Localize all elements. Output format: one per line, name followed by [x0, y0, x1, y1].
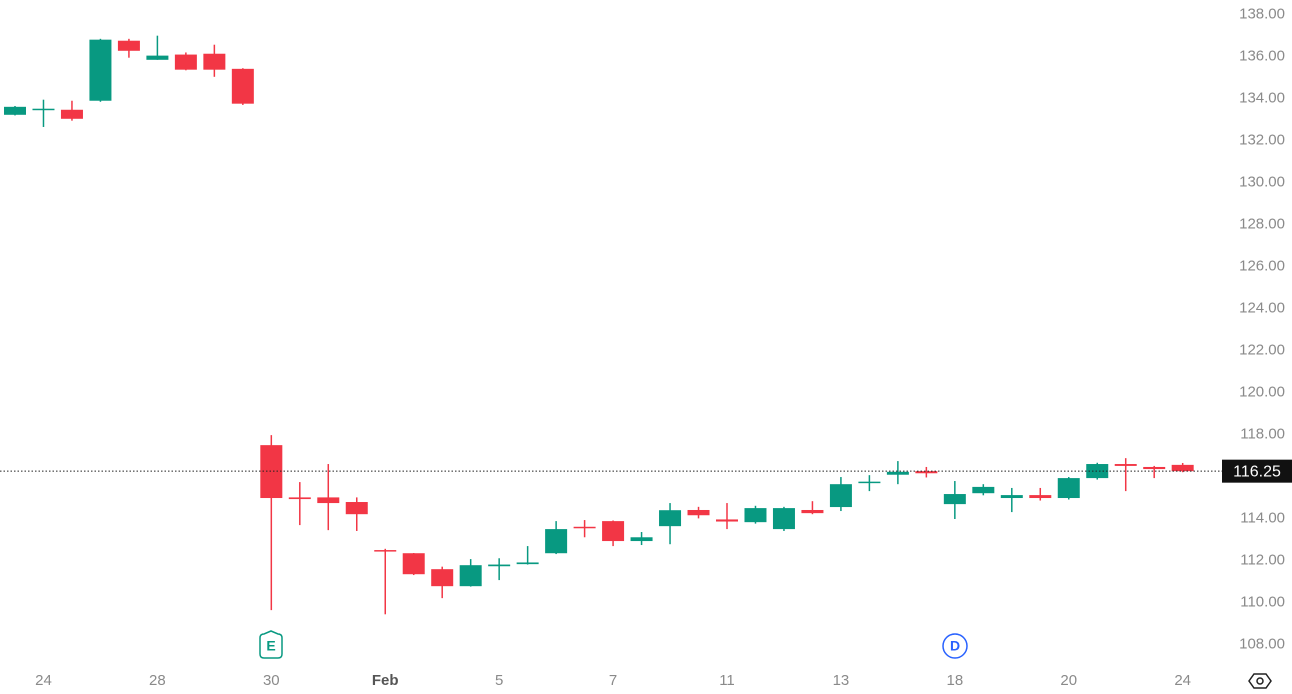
earnings-icon — [259, 630, 283, 659]
x-tick-label: 13 — [833, 672, 850, 689]
candle-body — [858, 481, 881, 484]
candle-body — [345, 502, 368, 515]
x-tick-label: 20 — [1060, 672, 1077, 689]
candle-body — [89, 39, 112, 101]
y-tick-label: 114.00 — [1240, 509, 1285, 526]
candle-body — [231, 68, 254, 104]
x-tick-label: 11 — [719, 672, 735, 689]
x-tick-label: 30 — [263, 672, 280, 689]
candle-body — [32, 108, 55, 111]
candle-body — [146, 55, 169, 60]
y-tick-label: 130.00 — [1239, 174, 1285, 191]
candle-body — [402, 553, 425, 575]
x-tick-label: Feb — [372, 672, 399, 689]
settings-icon — [1248, 673, 1272, 689]
candle-body — [716, 519, 738, 522]
y-tick-label: 124.00 — [1239, 299, 1285, 316]
x-tick-label: 28 — [149, 672, 166, 689]
last-price-label: 116.25 — [1233, 463, 1281, 480]
y-tick-label: 122.00 — [1239, 341, 1285, 358]
y-tick-label: 112.00 — [1240, 551, 1285, 568]
x-tick-label: 24 — [1174, 672, 1191, 689]
candle-body — [630, 537, 653, 542]
y-tick-label: 136.00 — [1239, 48, 1285, 65]
y-tick-label: 118.00 — [1240, 425, 1285, 442]
y-tick-label: 132.00 — [1239, 132, 1285, 149]
y-tick-label: 120.00 — [1239, 383, 1285, 400]
candle-body — [516, 562, 539, 565]
candle-body — [1000, 495, 1023, 499]
settings-icon — [1256, 677, 1264, 685]
x-tick-label: 7 — [609, 672, 617, 689]
candle-body — [801, 509, 824, 514]
y-tick-label: 108.00 — [1239, 635, 1285, 652]
candle-body — [374, 550, 397, 552]
candle-body — [431, 569, 454, 587]
x-tick-label: 18 — [946, 672, 963, 689]
candle-body — [1057, 478, 1080, 499]
candle-body — [60, 109, 83, 119]
candle-body — [772, 508, 795, 530]
event-marker[interactable]: E — [259, 630, 283, 659]
candle-body — [829, 484, 852, 508]
event-label: E — [266, 638, 275, 654]
candle-body — [4, 106, 26, 115]
candle-body — [573, 526, 596, 529]
candle-body — [1171, 464, 1194, 472]
candle-body — [117, 40, 140, 51]
settings-button[interactable] — [1248, 673, 1272, 689]
candle-body — [915, 471, 938, 474]
candle-body — [1143, 466, 1166, 470]
candle-body — [1029, 495, 1052, 499]
x-tick-label: 24 — [35, 672, 52, 689]
candle-body — [1114, 464, 1137, 466]
candle-body — [687, 509, 710, 516]
y-tick-label: 134.00 — [1239, 90, 1285, 107]
y-tick-label: 138.00 — [1239, 6, 1285, 23]
candle-body — [943, 494, 966, 505]
y-tick-label: 126.00 — [1239, 258, 1285, 275]
y-tick-label: 128.00 — [1239, 216, 1285, 233]
candle-body — [545, 529, 568, 554]
candle-body — [602, 521, 625, 542]
candle-body — [260, 445, 283, 499]
candle-body — [317, 497, 340, 504]
last-price-box — [1222, 459, 1292, 483]
candle-body — [488, 564, 511, 567]
candle-body — [174, 54, 197, 70]
candle-body — [203, 53, 226, 70]
candle-body — [459, 565, 482, 587]
dividend-icon — [942, 633, 968, 659]
x-tick-label: 5 — [495, 672, 503, 689]
candle-body — [972, 486, 995, 494]
candle-body — [288, 497, 311, 500]
candle-body — [886, 471, 909, 475]
event-label: D — [950, 638, 960, 654]
candle-body — [1086, 464, 1109, 479]
y-tick-label: 110.00 — [1240, 593, 1285, 610]
candle-body — [659, 510, 682, 527]
candle-body — [744, 508, 767, 523]
event-marker[interactable]: D — [942, 633, 968, 659]
